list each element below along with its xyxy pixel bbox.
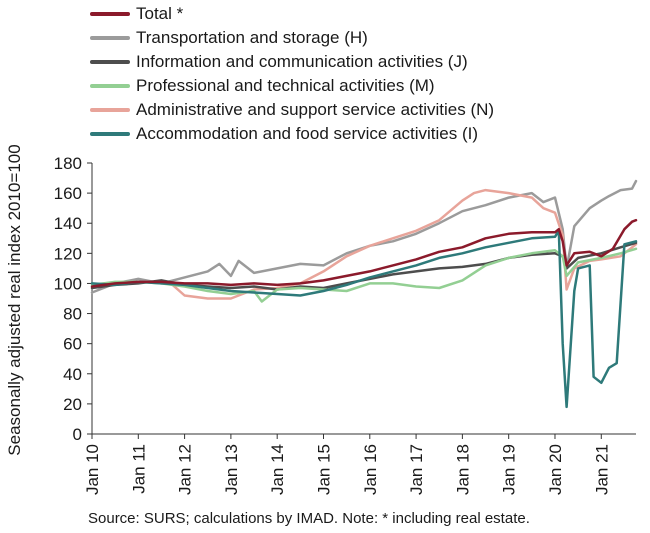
- legend-label: Total *: [136, 4, 184, 23]
- x-tick-label: Jan 19: [500, 444, 519, 495]
- legend-swatch: [90, 12, 130, 16]
- legend-swatch: [90, 108, 130, 112]
- y-tick-label: 180: [54, 154, 82, 173]
- series-line-professional-and-technical-activities-m: [90, 247, 638, 303]
- chart-legend: Total * Transportation and storage (H) I…: [90, 2, 494, 146]
- legend-item-administrative: Administrative and support service activ…: [90, 98, 494, 122]
- series-line-total: [90, 218, 638, 288]
- y-tick-label: 80: [63, 305, 82, 324]
- x-tick-label: Jan 15: [314, 444, 333, 495]
- y-tick-label: 0: [73, 425, 82, 444]
- chart-tick-labels: 0 20 40 60 80 100 120 140 160 180 Jan 10 Jan 11 Jan …: [54, 154, 612, 495]
- legend-label: Professional and technical activities (M…: [136, 76, 435, 95]
- legend-swatch: [90, 84, 130, 88]
- chart-series-lines: [90, 179, 638, 409]
- legend-swatch: [90, 36, 130, 40]
- legend-item-professional: Professional and technical activities (M…: [90, 74, 494, 98]
- y-tick-label: 140: [54, 214, 82, 233]
- x-tick-label: Jan 20: [546, 444, 565, 495]
- series-line-administrative-and-support-service-activities-n: [167, 188, 638, 300]
- x-tick-label: Jan 14: [268, 444, 287, 495]
- legend-swatch: [90, 60, 130, 64]
- y-tick-label: 60: [63, 335, 82, 354]
- y-tick-label: 160: [54, 184, 82, 203]
- legend-item-information: Information and communication activities…: [90, 50, 494, 74]
- legend-item-transportation: Transportation and storage (H): [90, 26, 494, 50]
- legend-label: Transportation and storage (H): [136, 28, 368, 47]
- x-tick-label: Jan 18: [453, 444, 472, 495]
- x-tick-label: Jan 17: [407, 444, 426, 495]
- legend-item-total: Total *: [90, 2, 494, 26]
- series-line-transportation-and-storage-h: [90, 179, 638, 294]
- x-tick-label: Jan 12: [176, 444, 195, 495]
- legend-label: Information and communication activities…: [136, 52, 468, 71]
- chart-axes: [87, 162, 636, 439]
- x-tick-label: Jan 16: [361, 444, 380, 495]
- x-tick-label: Jan 13: [222, 444, 241, 495]
- y-tick-label: 20: [63, 395, 82, 414]
- x-tick-label: Jan 10: [83, 444, 102, 495]
- y-tick-label: 120: [54, 244, 82, 263]
- legend-item-accommodation: Accommodation and food service activitie…: [90, 122, 494, 146]
- legend-label: Administrative and support service activ…: [136, 100, 495, 119]
- x-tick-label: Jan 21: [592, 444, 611, 495]
- x-tick-label: Jan 11: [129, 444, 148, 494]
- legend-swatch: [90, 132, 130, 136]
- chart-footnote: Source: SURS; calculations by IMAD. Note…: [88, 510, 530, 527]
- y-tick-label: 40: [63, 365, 82, 384]
- y-axis-label: Seasonally adjusted real index 2010=100: [5, 144, 24, 455]
- legend-label: Accommodation and food service activitie…: [136, 124, 479, 143]
- y-tick-label: 100: [54, 274, 82, 293]
- series-line-accommodation-and-food-service-activities-i: [90, 229, 638, 409]
